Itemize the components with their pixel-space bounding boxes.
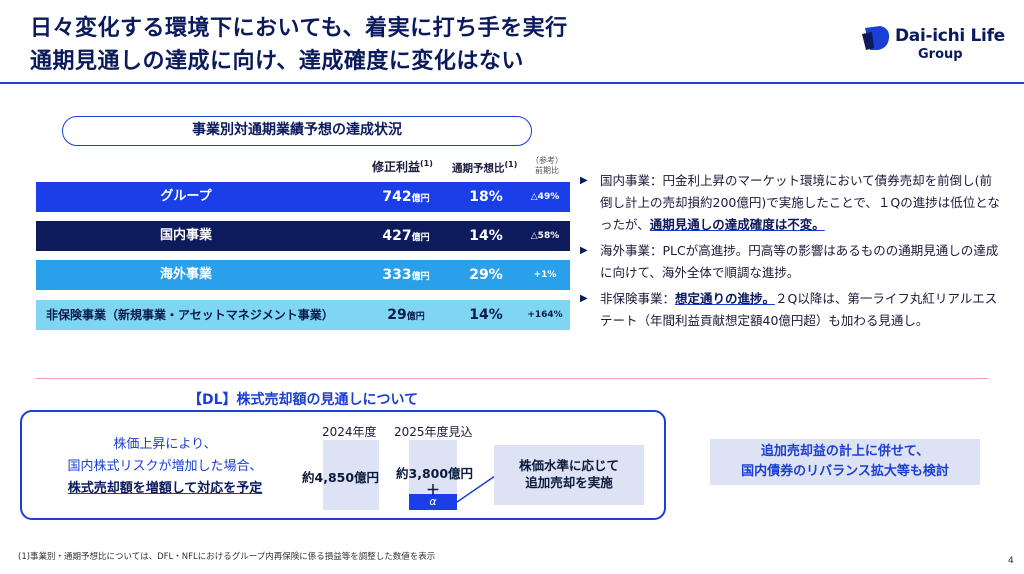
bar-2024	[323, 440, 379, 510]
page-number: 4	[1008, 556, 1014, 566]
column-header-ref: （参考） 前期比	[531, 156, 563, 175]
year-label-2025: 2025年度見込	[394, 425, 473, 439]
section-divider	[36, 378, 988, 379]
row-profit: 427億円	[382, 228, 430, 244]
column-header-ratio: 通期予想比(1)	[452, 160, 518, 175]
row-ratio: 18%	[469, 189, 503, 205]
list-item: ▶ 海外事業：PLCが高進捗。円高等の影響はあるものの通期見通しの達成に向けて、…	[580, 240, 1000, 284]
row-profit: 742億円	[382, 189, 430, 205]
footnote: (1)事業別・通期予想比については、DFL・NFLにおけるグループ内再保険に係る…	[18, 552, 436, 562]
row-ratio: 14%	[469, 228, 503, 244]
table-heading: 事業別対通期業績予想の達成状況	[62, 116, 532, 146]
list-item: ▶ 国内事業：円金利上昇のマーケット環境において債券売却を前倒し(前倒し計上の売…	[580, 170, 1000, 236]
triangle-bullet-icon: ▶	[580, 175, 588, 186]
bar-2025	[409, 440, 457, 494]
header-divider	[0, 82, 1024, 84]
column-header-profit: 修正利益(1)	[372, 159, 433, 174]
row-profit: 333億円	[382, 267, 430, 283]
value-2024: 約4,850億円	[302, 470, 380, 485]
triangle-bullet-icon: ▶	[580, 245, 588, 256]
row-ref: +1%	[533, 270, 557, 280]
plus-sign: ＋	[426, 483, 440, 499]
stock-sale-title: 【DL】株式売却額の見通しについて	[180, 389, 427, 409]
year-label-2024: 2024年度	[322, 425, 377, 439]
row-name: グループ	[160, 189, 212, 204]
table-row-non-insurance: 非保険事業（新規事業・アセットマネジメント事業） 29億円 14% +164%	[36, 300, 570, 330]
row-name: 国内事業	[159, 228, 212, 243]
table-row-domestic: 国内事業 427億円 14% △58%	[36, 221, 570, 251]
logo-group: Group	[918, 47, 963, 62]
list-item: ▶ 非保険事業：想定通りの進捗。２Q以降は、第一ライフ丸紅リアルエステート（年間…	[580, 288, 1000, 332]
row-name: 海外事業	[159, 267, 212, 282]
title-line-1: 日々変化する環境下においても、着実に打ち手を実行	[30, 16, 568, 41]
commentary-list: ▶ 国内事業：円金利上昇のマーケット環境において債券売却を前倒し(前倒し計上の売…	[580, 170, 1000, 336]
table-row-overseas: 海外事業 333億円 29% +1%	[36, 260, 570, 290]
stock-sale-box	[20, 410, 666, 520]
row-ratio: 29%	[469, 267, 503, 283]
bar-alpha: α	[409, 494, 457, 510]
connector-line	[457, 475, 496, 503]
row-ref: +164%	[527, 310, 563, 320]
row-name: 非保険事業（新規事業・アセットマネジメント事業）	[46, 308, 334, 322]
page-title: 日々変化する環境下においても、着実に打ち手を実行 通期見通しの達成に向け、達成確…	[30, 12, 568, 78]
logo-name: Dai-ichi Life	[895, 26, 1005, 46]
additional-sale-callout: 株価水準に応じて 追加売却を実施	[494, 445, 644, 505]
title-line-2: 通期見通しの達成に向け、達成確度に変化はない	[30, 49, 524, 74]
row-ratio: 14%	[469, 307, 503, 323]
value-2025: 約3,800億円	[396, 466, 474, 481]
stock-sale-description: 株価上昇により、 国内株式リスクが増加した場合、 株式売却額を増額して対応を予定	[67, 437, 263, 496]
triangle-bullet-icon: ▶	[580, 293, 588, 304]
table-row-group: グループ 742億円 18% △49%	[36, 182, 570, 212]
rebalance-note: 追加売却益の計上に併せて、 国内債券のリバランス拡大等も検討	[710, 439, 980, 485]
row-ref: △58%	[530, 231, 560, 241]
logo-mark-icon	[862, 26, 890, 50]
row-ref: △49%	[530, 192, 560, 202]
company-logo: Dai-ichi Life Group	[862, 24, 1012, 72]
row-profit: 29億円	[387, 307, 425, 323]
